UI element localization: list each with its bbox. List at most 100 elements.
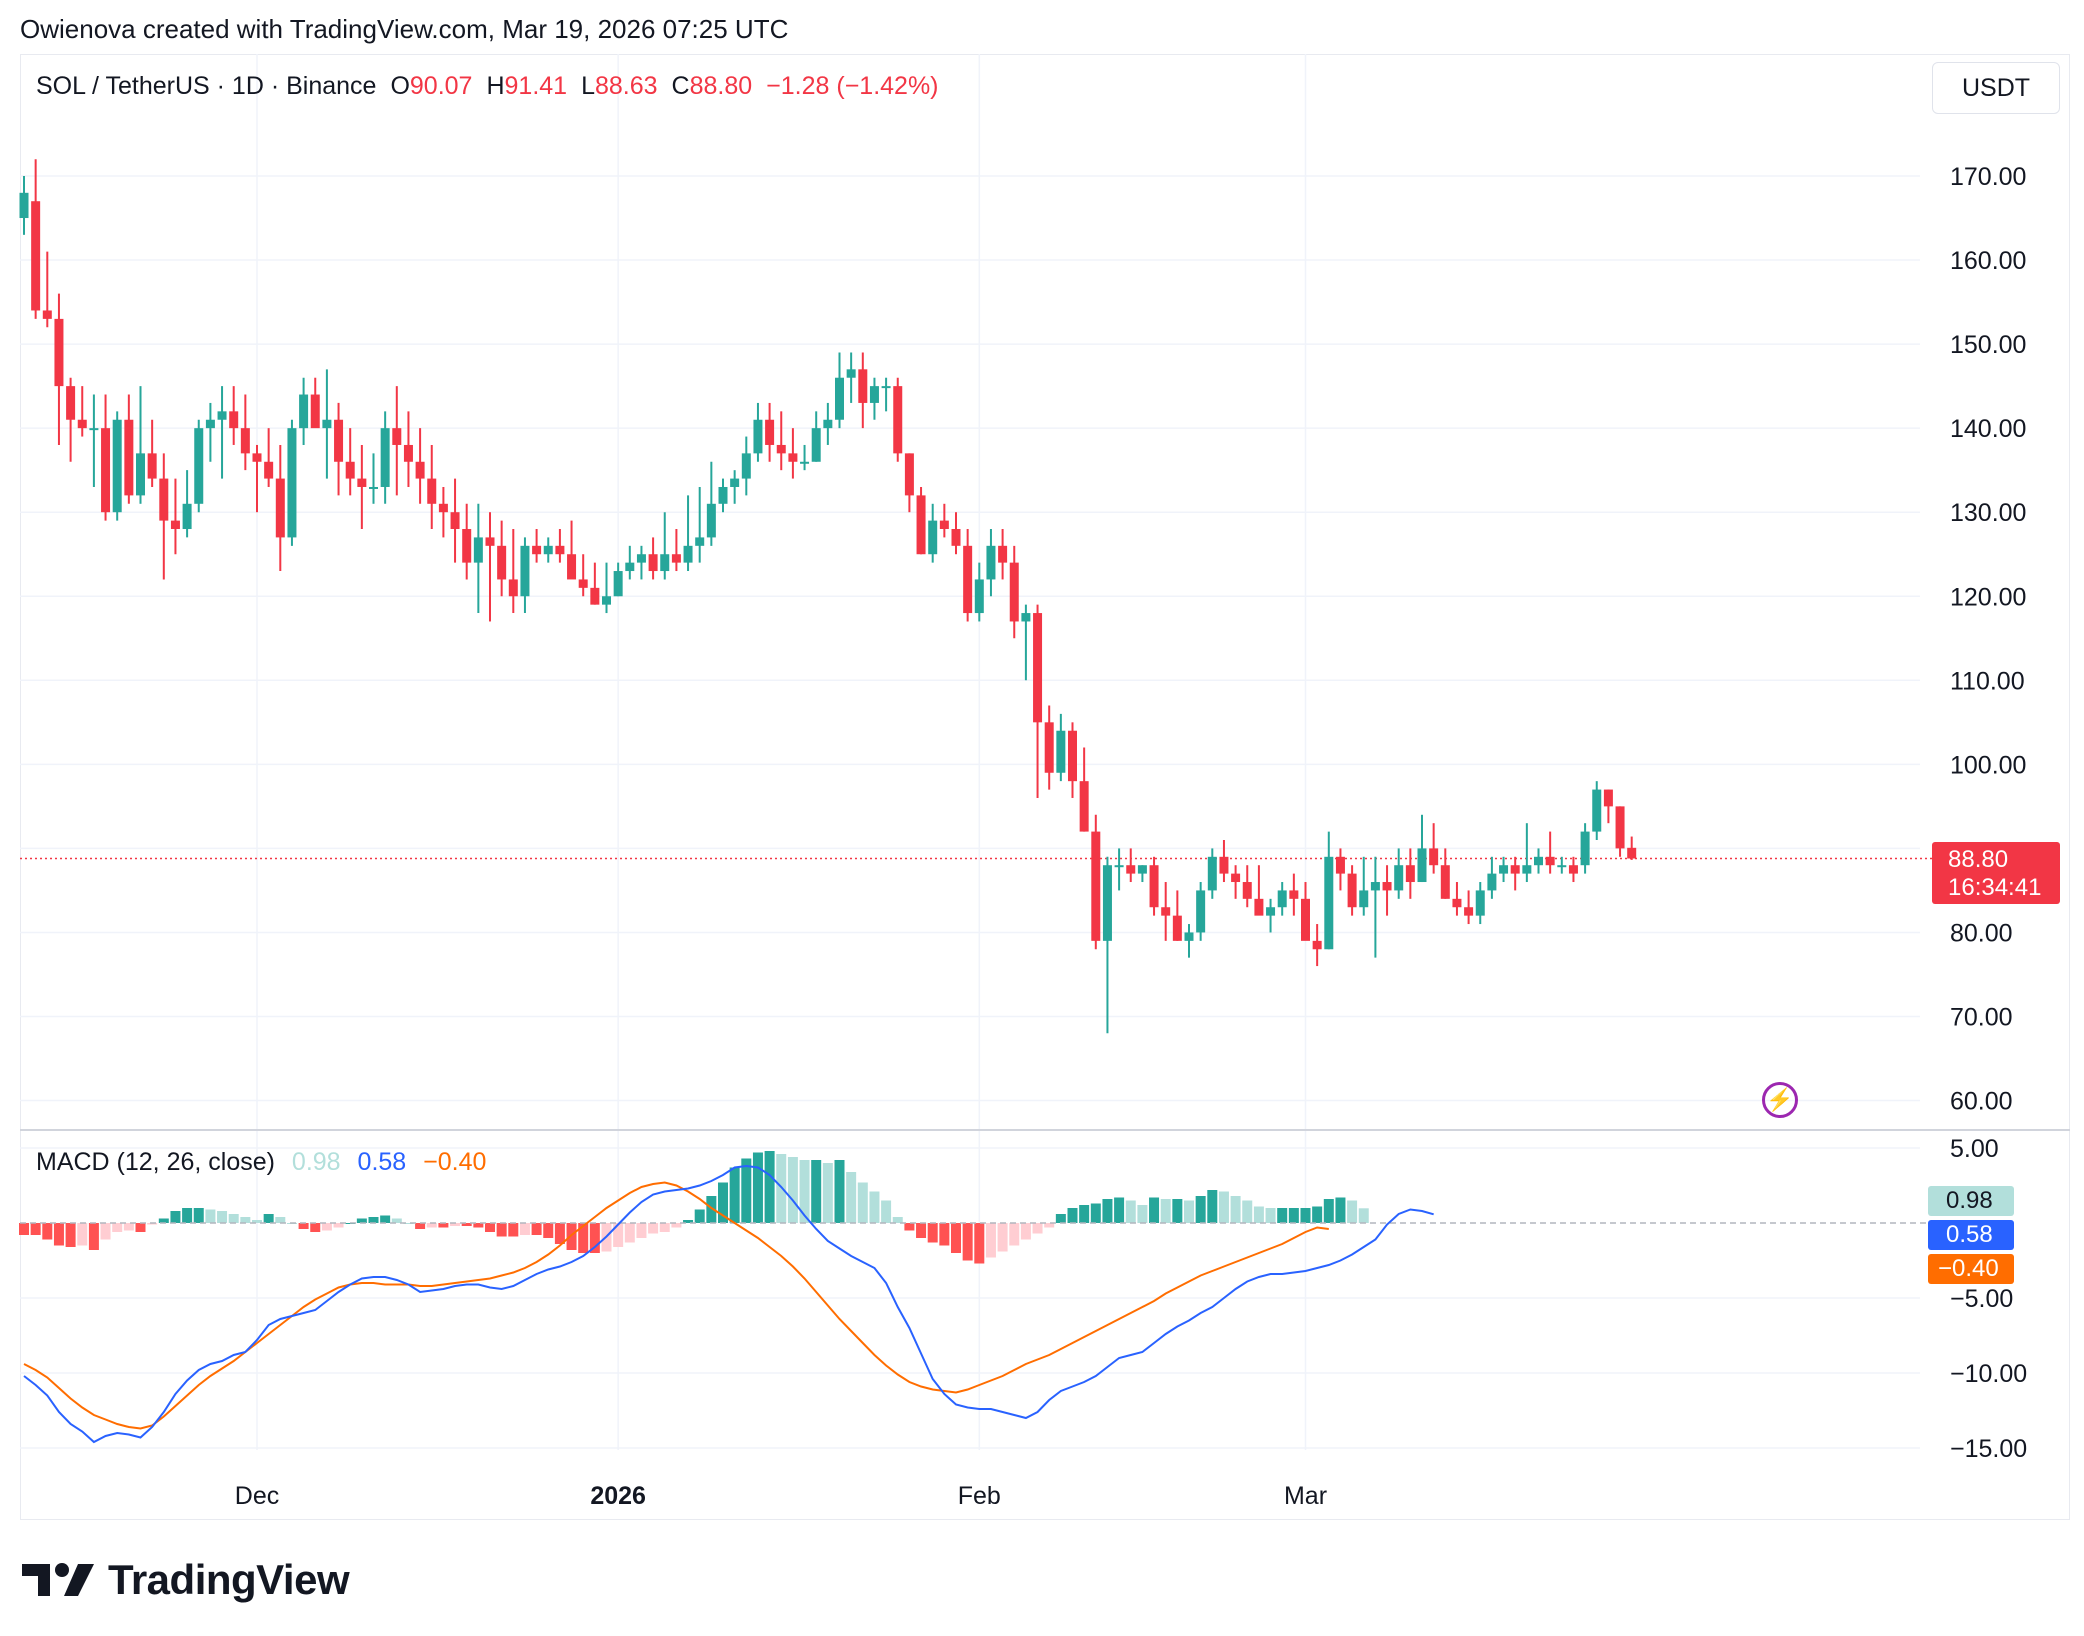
macd-histogram-bar xyxy=(1032,1223,1043,1234)
candle xyxy=(497,520,507,597)
macd-histogram-bar xyxy=(1079,1205,1090,1223)
macd-histogram-bar xyxy=(1044,1223,1055,1228)
macd-histogram-bar xyxy=(298,1223,309,1229)
candle-body xyxy=(1324,856,1334,950)
price-axis-label: 120.00 xyxy=(1950,583,2026,611)
macd-histogram-bar xyxy=(65,1223,76,1247)
candle xyxy=(1440,848,1450,899)
macd-legend-signal: −0.40 xyxy=(423,1148,487,1176)
macd-histogram-bar xyxy=(1055,1214,1066,1223)
candle-body xyxy=(1557,865,1567,868)
tradingview-brand[interactable]: TradingView xyxy=(22,1556,350,1604)
macd-histogram-bar xyxy=(496,1223,507,1237)
candle-body xyxy=(1126,865,1136,874)
macd-histogram-bar xyxy=(822,1163,833,1223)
macd-histogram-bar xyxy=(554,1223,565,1244)
macd-histogram-bar xyxy=(939,1223,950,1246)
macd-histogram-bar xyxy=(19,1223,29,1235)
macd-histogram-bar xyxy=(368,1217,379,1223)
macd-histogram-bar xyxy=(997,1223,1008,1252)
macd-histogram-bar xyxy=(1102,1199,1113,1223)
candle xyxy=(800,444,810,471)
candle-body xyxy=(217,411,227,420)
candle xyxy=(19,176,29,235)
macd-histogram-bar xyxy=(519,1223,530,1235)
candle-body xyxy=(904,453,914,496)
candle xyxy=(1510,856,1520,891)
candle-body xyxy=(42,310,52,319)
candle xyxy=(1207,848,1217,899)
macd-legend-histogram: 0.98 xyxy=(291,1148,341,1176)
candle-body xyxy=(858,369,868,403)
candle-body xyxy=(89,428,99,431)
macd-histogram-bar xyxy=(321,1223,332,1231)
candle-body xyxy=(893,386,903,454)
macd-histogram-bar xyxy=(135,1223,146,1232)
candle xyxy=(1487,856,1497,899)
macd-histogram-bar xyxy=(718,1182,728,1223)
candle-body xyxy=(485,537,495,546)
macd-histogram-bar xyxy=(1265,1208,1276,1223)
time-axis-label: 2026 xyxy=(590,1482,646,1510)
macd-histogram-tag: 0.98 xyxy=(1928,1186,2014,1216)
candle-body xyxy=(1184,932,1194,941)
candle-body xyxy=(194,428,204,504)
chart-frame[interactable] xyxy=(20,54,2070,1520)
candle-body xyxy=(1580,831,1590,866)
macd-histogram-bar xyxy=(42,1223,53,1240)
candle xyxy=(1382,865,1392,916)
candle xyxy=(275,444,285,572)
lightning-icon[interactable]: ⚡ xyxy=(1762,1082,1798,1118)
macd-histogram-bar xyxy=(275,1217,286,1223)
signal-line xyxy=(23,1181,1329,1430)
macd-histogram-bar xyxy=(904,1223,915,1231)
candles xyxy=(19,159,1637,1034)
macd-legend-label[interactable]: MACD (12, 26, close) xyxy=(36,1148,275,1176)
candle-body xyxy=(520,545,530,597)
candle xyxy=(205,402,215,462)
candle-body xyxy=(1044,722,1054,773)
macd-signal-tag: −0.40 xyxy=(1928,1254,2014,1284)
candle xyxy=(1534,848,1543,874)
macd-histogram-bar xyxy=(1090,1203,1101,1223)
candle xyxy=(299,377,309,445)
candle xyxy=(392,386,402,496)
candle-body xyxy=(1510,865,1520,874)
candle-body xyxy=(1056,730,1066,773)
candle xyxy=(112,411,122,521)
macd-histogram-bar xyxy=(1172,1199,1183,1223)
legend-symbol[interactable]: SOL / TetherUS · 1D · Binance xyxy=(36,72,377,100)
macd-axis-label: −5.00 xyxy=(1950,1285,2013,1313)
legend-high-label: H xyxy=(486,72,505,100)
candle-body xyxy=(788,453,798,462)
candle-body xyxy=(380,428,390,487)
macd-histogram-bar xyxy=(473,1223,484,1228)
candle xyxy=(101,394,111,521)
candle-body xyxy=(1068,730,1077,782)
macd-histogram-bar xyxy=(217,1211,228,1223)
macd-histogram-bar xyxy=(787,1157,798,1223)
candle-body xyxy=(671,554,681,563)
candle xyxy=(1394,848,1404,899)
candle xyxy=(613,562,623,597)
candle xyxy=(951,512,961,555)
candle-body xyxy=(1487,873,1497,891)
candle-body xyxy=(1114,865,1124,868)
candle-body xyxy=(1137,865,1147,874)
macd-histogram-bar xyxy=(461,1223,472,1226)
candle xyxy=(1056,713,1066,782)
currency-selector[interactable]: USDT xyxy=(1932,62,2060,114)
candle xyxy=(1219,839,1229,883)
candle xyxy=(54,293,64,445)
macd-histogram-bar xyxy=(380,1215,391,1223)
macd-histogram-bar xyxy=(1125,1200,1136,1223)
candle xyxy=(1429,823,1439,874)
macd-histogram-bar xyxy=(263,1214,274,1223)
macd-histogram-bar xyxy=(1277,1208,1288,1223)
macd-histogram-bar xyxy=(1184,1200,1194,1223)
macd-line-tag: 0.58 xyxy=(1928,1220,2014,1250)
candle xyxy=(1464,890,1474,925)
candle xyxy=(1242,865,1252,908)
legend-close-value: 88.80 xyxy=(689,72,753,100)
